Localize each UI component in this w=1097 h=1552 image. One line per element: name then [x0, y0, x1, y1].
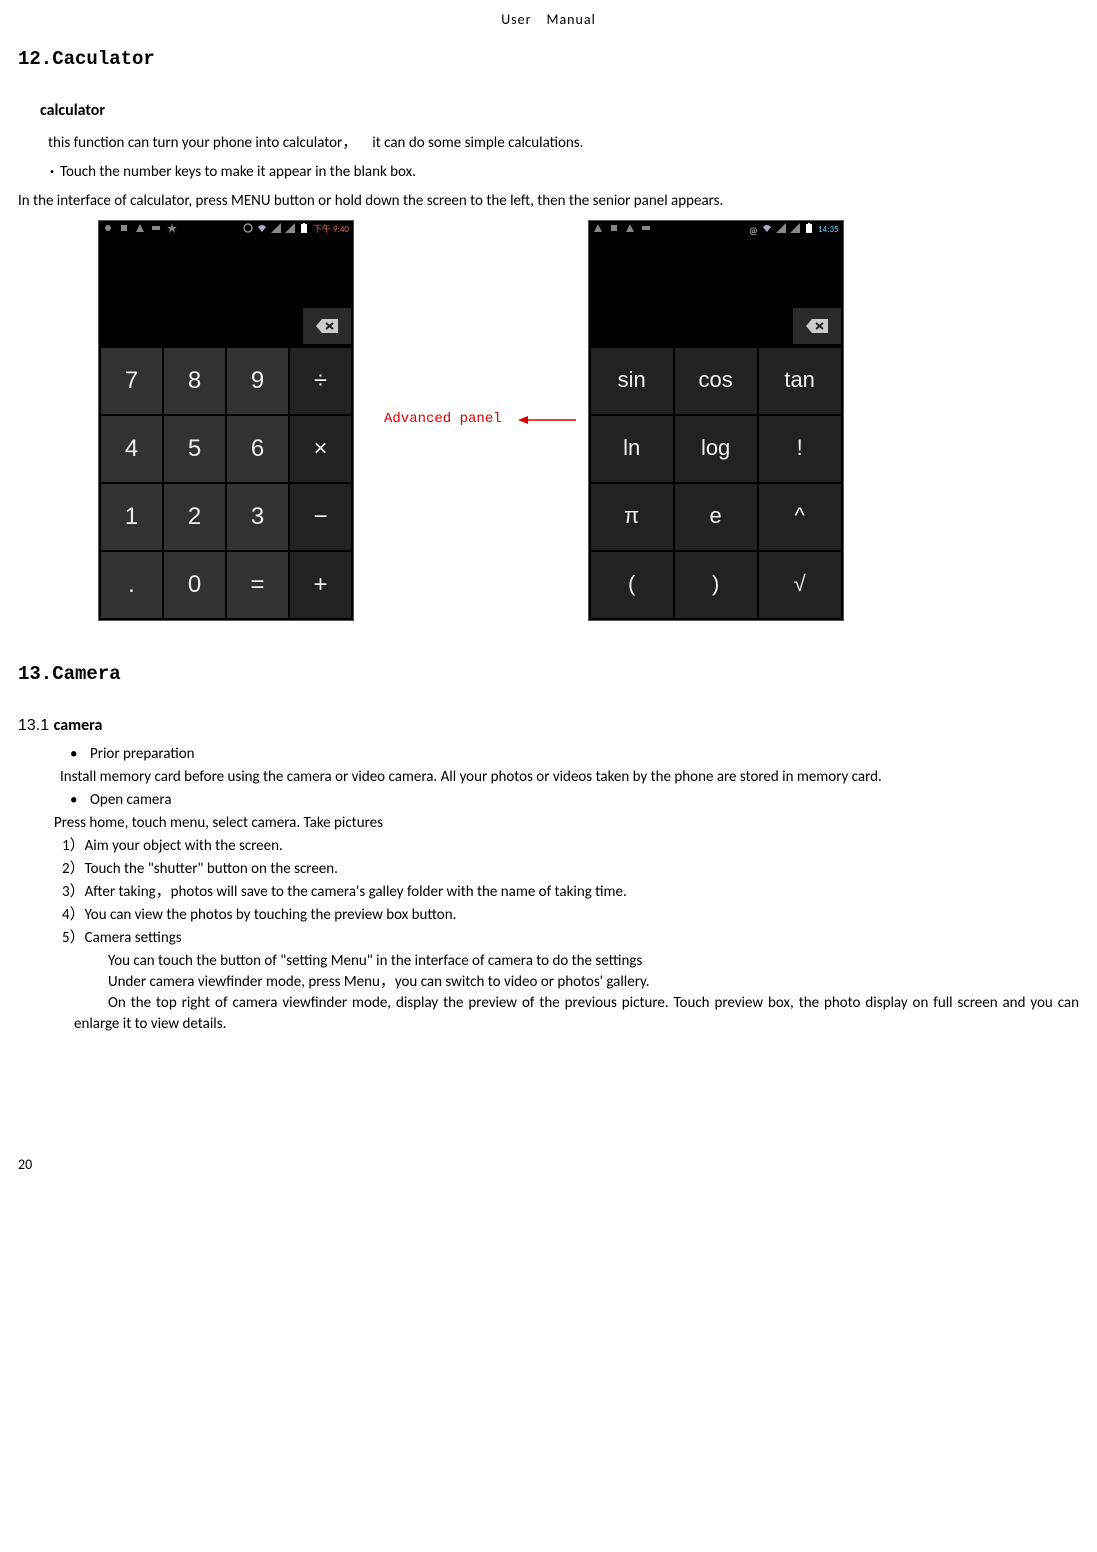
page-header: User Manual — [18, 10, 1079, 30]
subsection-number: 13.1 — [18, 717, 54, 734]
notif-icon — [625, 223, 635, 238]
status-time: 14:35 — [818, 224, 839, 237]
key-6[interactable]: 6 — [227, 416, 288, 482]
calculator-display-adv — [589, 241, 843, 346]
sync-icon — [243, 223, 253, 238]
key-4[interactable]: 4 — [101, 416, 162, 482]
step-1: 1）Aim your object with the screen. — [62, 836, 1079, 857]
key-8[interactable]: 8 — [164, 348, 225, 414]
key-sqrt[interactable]: √ — [759, 552, 841, 618]
signal-icon — [790, 223, 800, 238]
section-13-heading: 13.Camera — [18, 661, 1079, 688]
key-3[interactable]: 3 — [227, 484, 288, 550]
key-2[interactable]: 2 — [164, 484, 225, 550]
key-minus[interactable]: − — [290, 484, 351, 550]
key-9[interactable]: 9 — [227, 348, 288, 414]
notif-icon — [609, 223, 619, 238]
notif-icon — [119, 223, 129, 238]
calculator-senior-panel-note: In the interface of calculator, press ME… — [18, 191, 1079, 212]
key-lparen[interactable]: ( — [591, 552, 673, 618]
step-3: 3）After taking，photos will save to the c… — [62, 882, 1079, 903]
key-pi[interactable]: π — [591, 484, 673, 550]
key-equals[interactable]: = — [227, 552, 288, 618]
section-13-1-heading: 13.1 camera — [18, 715, 1079, 737]
camera-settings-line-2: Under camera viewfinder mode, press Menu… — [108, 972, 1079, 993]
calculator-basic-keypad: 7 8 9 ÷ 4 5 6 × 1 2 3 − . 0 = + — [99, 346, 353, 620]
calculator-bullet-1: Touch the number keys to make it appear … — [50, 162, 1079, 183]
key-dot[interactable]: . — [101, 552, 162, 618]
key-7[interactable]: 7 — [101, 348, 162, 414]
notif-icon — [151, 223, 161, 238]
camera-settings-line-3: On the top right of camera viewfinder mo… — [74, 993, 1079, 1035]
step-4: 4）You can view the photos by touching th… — [62, 905, 1079, 926]
status-bar-advanced: @ 14:35 — [589, 221, 843, 241]
key-divide[interactable]: ÷ — [290, 348, 351, 414]
bullet-open-camera: Open camera — [70, 790, 1079, 811]
notif-icon — [641, 223, 651, 238]
bullet-prior-preparation: Prior preparation — [70, 744, 1079, 765]
key-1[interactable]: 1 — [101, 484, 162, 550]
key-tan[interactable]: tan — [759, 348, 841, 414]
star-icon — [167, 223, 177, 238]
notif-icon — [103, 223, 113, 238]
calculator-advanced-screenshot: @ 14:35 sin cos tan ln log ! π e ^ ( ) — [588, 220, 844, 621]
backspace-key[interactable] — [793, 308, 841, 344]
prior-preparation-text: Install memory card before using the cam… — [60, 767, 1075, 788]
advanced-panel-label: Advanced panel — [384, 410, 502, 430]
key-e[interactable]: e — [675, 484, 757, 550]
open-camera-text: Press home, touch menu, select camera. T… — [54, 813, 1079, 834]
camera-settings-line-1: You can touch the button of "setting Men… — [108, 951, 1079, 972]
backspace-icon — [316, 319, 338, 333]
backspace-key[interactable] — [303, 308, 351, 344]
key-ln[interactable]: ln — [591, 416, 673, 482]
wifi-icon — [257, 223, 267, 238]
key-log[interactable]: log — [675, 416, 757, 482]
section-12-heading: 12.Caculator — [18, 46, 1079, 73]
signal-icon — [271, 223, 281, 238]
key-factorial[interactable]: ! — [759, 416, 841, 482]
page-number: 20 — [18, 1155, 1079, 1175]
wifi-icon — [762, 223, 772, 238]
calculator-display — [99, 241, 353, 346]
status-time: 下午 9:40 — [313, 224, 349, 237]
calculator-screenshots-row: 下午 9:40 7 8 9 ÷ 4 5 6 × 1 2 3 − . 0 = + — [98, 220, 1079, 621]
battery-icon — [299, 223, 309, 238]
key-power[interactable]: ^ — [759, 484, 841, 550]
key-0[interactable]: 0 — [164, 552, 225, 618]
calculator-basic-screenshot: 下午 9:40 7 8 9 ÷ 4 5 6 × 1 2 3 − . 0 = + — [98, 220, 354, 621]
at-icon: @ — [749, 224, 758, 238]
calculator-subheading: calculator — [40, 100, 1079, 122]
step-2: 2）Touch the "shutter" button on the scre… — [62, 859, 1079, 880]
notif-icon — [135, 223, 145, 238]
battery-icon — [804, 223, 814, 238]
status-bar-basic: 下午 9:40 — [99, 221, 353, 241]
step-5: 5）Camera settings — [62, 928, 1079, 949]
camera-settings-line-3-text: On the top right of camera viewfinder mo… — [74, 994, 1079, 1033]
notif-icon — [593, 223, 603, 238]
calculator-intro: this function can turn your phone into c… — [48, 133, 1079, 154]
backspace-icon — [806, 319, 828, 333]
key-plus[interactable]: + — [290, 552, 351, 618]
key-cos[interactable]: cos — [675, 348, 757, 414]
key-multiply[interactable]: × — [290, 416, 351, 482]
key-sin[interactable]: sin — [591, 348, 673, 414]
key-5[interactable]: 5 — [164, 416, 225, 482]
subsection-title: camera — [54, 716, 103, 735]
arrow-icon — [518, 412, 578, 428]
calculator-advanced-keypad: sin cos tan ln log ! π e ^ ( ) √ — [589, 346, 843, 620]
key-rparen[interactable]: ) — [675, 552, 757, 618]
signal-icon — [776, 223, 786, 238]
signal-icon — [285, 223, 295, 238]
